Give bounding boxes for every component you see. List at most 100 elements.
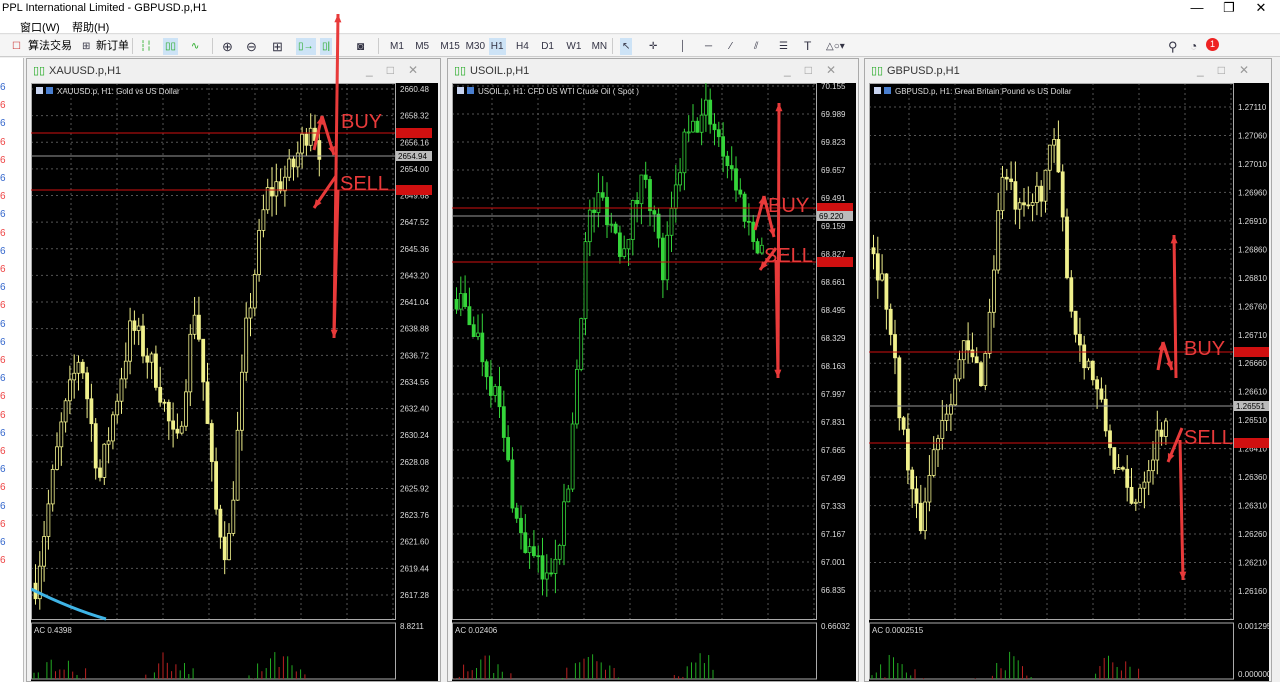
- timeframe-h1[interactable]: H1: [488, 38, 506, 55]
- chart-menu-icon: [874, 87, 881, 94]
- auto-scroll-icon[interactable]: ▯→: [296, 38, 316, 55]
- channel-icon[interactable]: ⫽: [754, 41, 759, 52]
- price-axis-label: 69.989: [821, 110, 846, 119]
- cursor-icon[interactable]: ↖: [620, 38, 633, 55]
- grid-icon[interactable]: ⊞: [272, 39, 283, 54]
- price-axis-label: 67.997: [821, 390, 846, 399]
- timeframe-mn[interactable]: MN: [591, 41, 608, 52]
- window-buttons[interactable]: _□✕: [1197, 63, 1263, 77]
- candle: [42, 520, 47, 582]
- market-watch-row[interactable]: 6: [0, 245, 6, 257]
- price-axis-label: 1.27010: [1238, 160, 1267, 169]
- screenshot-icon[interactable]: ◙: [357, 39, 365, 53]
- price-chart[interactable]: 2660.48 2658.32 2656.16 2654.00 2649.68 2647.…: [31, 83, 438, 681]
- price-axis-label: 68.661: [821, 278, 846, 287]
- text-icon[interactable]: T: [804, 39, 812, 53]
- market-watch-row[interactable]: 6: [0, 427, 6, 439]
- candle: [192, 297, 197, 340]
- algo-trading-button[interactable]: 算法交易: [28, 40, 72, 52]
- market-watch-row[interactable]: 6: [0, 154, 6, 166]
- crosshair-icon[interactable]: ✛: [649, 41, 658, 52]
- chart-window-xauusd[interactable]: ▯▯ XAUUSD.p,H1 _□✕ 2660.48 2658.32 2656.16 2…: [26, 58, 441, 682]
- close-button[interactable]: ✕: [1255, 0, 1267, 15]
- timeframe-w1[interactable]: W1: [566, 41, 582, 52]
- market-watch-row[interactable]: 6: [0, 446, 6, 457]
- menu-window[interactable]: 窗口(W): [20, 22, 60, 34]
- price-axis-label: 2656.16: [400, 138, 429, 147]
- market-watch-row[interactable]: 6: [0, 209, 6, 221]
- timeframe-m5[interactable]: M5: [415, 41, 430, 52]
- price-chart[interactable]: 70.155 69.989 69.823 69.657 69.491 69.159 68.8…: [452, 83, 856, 681]
- market-watch-row[interactable]: 6: [0, 464, 6, 476]
- chart-tab-title[interactable]: GBPUSD.p,H1: [887, 65, 960, 77]
- candle: [686, 115, 691, 142]
- candle: [218, 504, 223, 549]
- timeframe-d1[interactable]: D1: [541, 41, 554, 52]
- candle: [914, 476, 919, 519]
- market-watch-row[interactable]: 6: [0, 300, 6, 312]
- shapes-icon[interactable]: △○▾: [826, 41, 845, 52]
- market-watch-row[interactable]: 6: [0, 518, 6, 530]
- minimize-button[interactable]: —: [1190, 0, 1204, 15]
- market-watch-row[interactable]: 6: [0, 136, 6, 148]
- market-watch-row[interactable]: 6: [0, 500, 6, 512]
- market-watch-row[interactable]: 6: [0, 373, 6, 385]
- chart-window-gbpusd[interactable]: ▯▯ GBPUSD.p,H1 _□✕ 1.27110 1.27060 1.27010 1…: [864, 58, 1272, 682]
- chart-tab-title[interactable]: XAUUSD.p,H1: [49, 65, 122, 77]
- bar-chart-icon[interactable]: ┆╎: [140, 41, 153, 52]
- market-watch-row[interactable]: 6: [0, 264, 6, 275]
- menu-help[interactable]: 帮助(H): [72, 22, 110, 34]
- timeframe-h4[interactable]: H4: [516, 41, 529, 52]
- chart-tab-title[interactable]: USOIL.p,H1: [470, 65, 530, 77]
- timeframe-m15[interactable]: M15: [440, 41, 460, 52]
- price-axis-label: 2634.56: [400, 378, 429, 387]
- market-watch-row[interactable]: 6: [0, 100, 6, 112]
- zoom-in-icon[interactable]: ⊕: [222, 39, 233, 54]
- market-watch-row[interactable]: 6: [0, 82, 6, 93]
- price-axis-label: 1.26860: [1238, 245, 1267, 254]
- notification-icon[interactable]: ◔: [1190, 39, 1198, 53]
- market-watch-row[interactable]: 6: [0, 355, 6, 366]
- window-buttons[interactable]: _□✕: [784, 63, 850, 77]
- candle: [1052, 128, 1057, 163]
- market-watch-row[interactable]: 6: [0, 191, 6, 203]
- chart-shift-icon[interactable]: ▯|: [320, 38, 333, 55]
- new-order-button[interactable]: 新订单: [96, 40, 129, 52]
- candle: [514, 502, 519, 523]
- market-watch-row[interactable]: 6: [0, 409, 6, 421]
- market-watch-row[interactable]: 6: [0, 173, 6, 184]
- market-watch-row[interactable]: 6: [0, 482, 6, 494]
- timeframe-m30[interactable]: M30: [465, 41, 486, 52]
- fibonacci-icon[interactable]: ☰: [779, 41, 788, 52]
- zoom-out-icon[interactable]: ⊖: [246, 39, 257, 54]
- horizontal-line-icon[interactable]: ─: [705, 41, 713, 52]
- chart-window-usoil[interactable]: ▯▯ USOIL.p,H1 _□✕ 70.155 69.989 69.823 69.65…: [447, 58, 859, 682]
- moving-average-line: [31, 587, 107, 621]
- candle: [209, 419, 214, 482]
- market-watch-row[interactable]: 6: [0, 282, 6, 294]
- market-watch-row[interactable]: 6: [0, 118, 6, 130]
- market-watch-row[interactable]: 6: [0, 336, 6, 348]
- market-watch-row[interactable]: 6: [0, 537, 6, 548]
- trendline-icon[interactable]: ⁄: [730, 41, 732, 52]
- timeframe-m1[interactable]: M1: [390, 41, 404, 52]
- market-watch-row[interactable]: 6: [0, 555, 6, 567]
- price-axis-label: 2621.60: [400, 538, 429, 547]
- market-watch-row[interactable]: 6: [0, 318, 6, 330]
- candle: [1103, 384, 1108, 437]
- candlestick-icon[interactable]: ▯▯: [163, 38, 179, 55]
- vertical-line-icon[interactable]: │: [680, 41, 687, 52]
- restore-button[interactable]: ❐: [1223, 0, 1235, 15]
- price-axis-label: 68.495: [821, 306, 846, 315]
- candle: [76, 355, 81, 391]
- chart-menu-icon: [36, 87, 43, 94]
- market-watch-row[interactable]: 6: [0, 391, 6, 403]
- price-chart[interactable]: 1.27110 1.27060 1.27010 1.26960 1.26910 1.268…: [869, 83, 1269, 681]
- search-icon[interactable]: ⚲: [1168, 39, 1178, 54]
- candle: [708, 88, 713, 134]
- menu-bar: 窗口(W) 帮助(H): [0, 17, 1280, 34]
- line-chart-icon[interactable]: ∿: [191, 41, 200, 52]
- candle: [89, 383, 94, 442]
- window-buttons[interactable]: _□✕: [366, 63, 432, 77]
- market-watch-row[interactable]: 6: [0, 227, 6, 239]
